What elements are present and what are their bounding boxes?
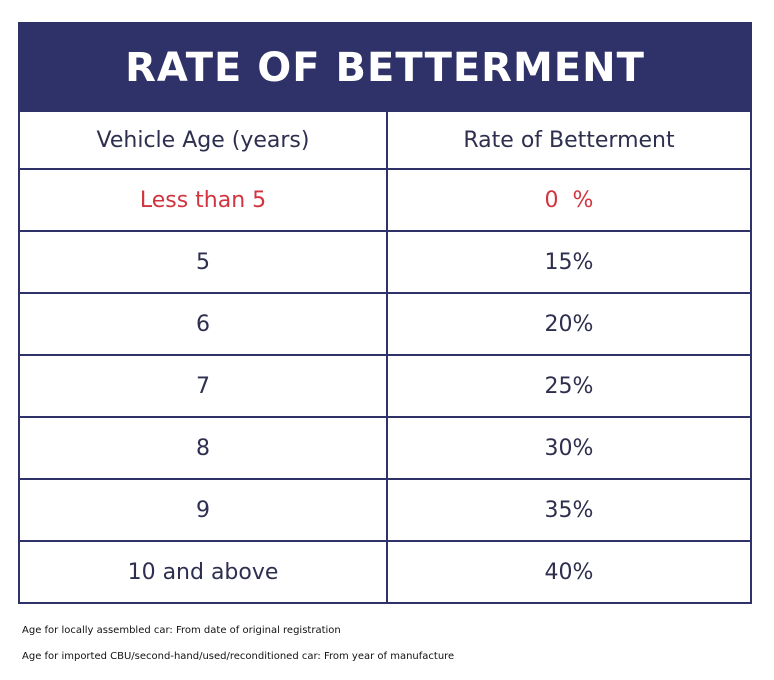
footnotes: Age for locally assembled car: From date… — [22, 618, 772, 670]
table-row: 6 20% — [20, 292, 750, 356]
header-rate: Rate of Betterment — [386, 112, 750, 170]
footnote-imported: Age for imported CBU/second-hand/used/re… — [22, 651, 455, 662]
cell-vehicle-age: 5 — [20, 230, 388, 294]
cell-rate: 30% — [386, 416, 750, 480]
cell-rate: 25% — [386, 354, 750, 418]
cell-rate: 40% — [386, 540, 750, 602]
cell-rate: 0 % — [386, 168, 750, 232]
cell-rate: 35% — [386, 478, 750, 542]
table-row: 9 35% — [20, 478, 750, 542]
betterment-table-container: RATE OF BETTERMENT Vehicle Age (years) R… — [18, 22, 752, 604]
table-row: 8 30% — [20, 416, 750, 480]
footnote-local-assembly: Age for locally assembled car: From date… — [22, 625, 341, 636]
header-row: Vehicle Age (years) Rate of Betterment — [20, 112, 750, 170]
cell-vehicle-age: 8 — [20, 416, 388, 480]
betterment-table: Vehicle Age (years) Rate of Betterment L… — [20, 112, 750, 602]
table-row: Less than 5 0 % — [20, 168, 750, 232]
header-vehicle-age: Vehicle Age (years) — [20, 112, 388, 170]
table-row: 10 and above 40% — [20, 540, 750, 602]
table-title: RATE OF BETTERMENT — [125, 45, 645, 91]
table-title-bar: RATE OF BETTERMENT — [20, 24, 750, 112]
table-row: 5 15% — [20, 230, 750, 294]
cell-vehicle-age: 6 — [20, 292, 388, 356]
cell-vehicle-age: 10 and above — [20, 540, 388, 602]
cell-vehicle-age: 7 — [20, 354, 388, 418]
cell-rate: 15% — [386, 230, 750, 294]
cell-vehicle-age: Less than 5 — [20, 168, 388, 232]
cell-vehicle-age: 9 — [20, 478, 388, 542]
cell-rate: 20% — [386, 292, 750, 356]
table-row: 7 25% — [20, 354, 750, 418]
